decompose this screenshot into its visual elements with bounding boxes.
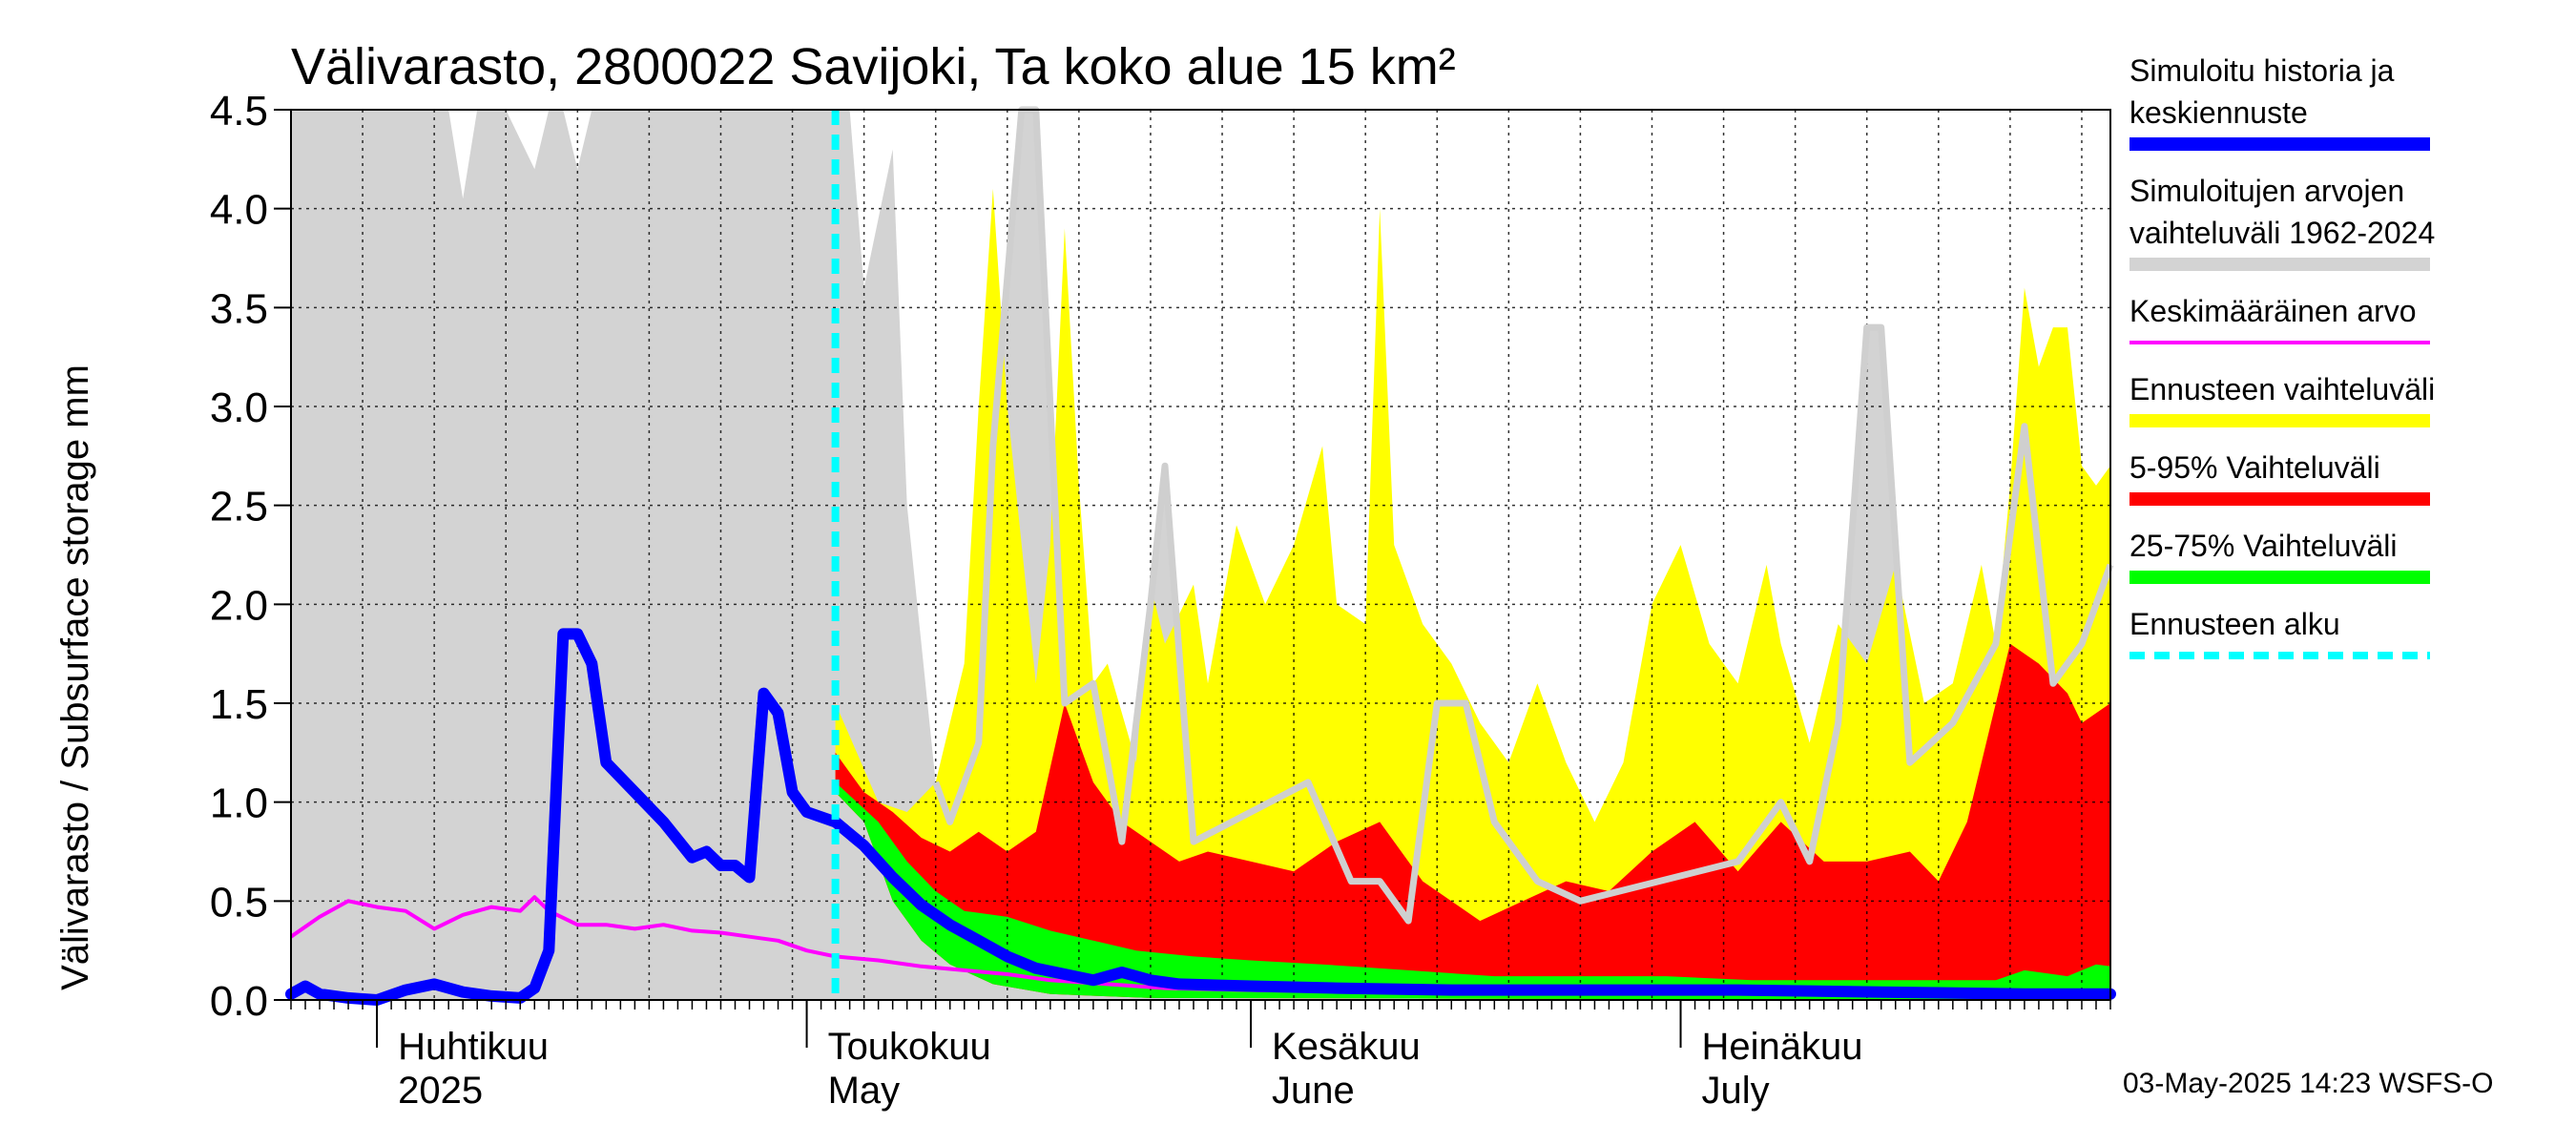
y-tick-label: 3.0 — [210, 385, 268, 431]
y-tick-label: 0.5 — [210, 879, 268, 926]
legend-label: Ennusteen alku — [2129, 607, 2340, 641]
historical-range-area — [291, 110, 2110, 1000]
y-tick-label: 4.0 — [210, 187, 268, 234]
x-month-label: Toukokuu — [828, 1026, 991, 1068]
chart-title: Välivarasto, 2800022 Savijoki, Ta koko a… — [291, 38, 1456, 95]
y-tick-label: 2.5 — [210, 484, 268, 531]
y-axis-ticks: 0.0 0.5 1.0 1.5 2.0 2.5 3.0 3.5 4.0 4.5 — [210, 88, 291, 1025]
legend-label: keskiennuste — [2129, 95, 2308, 130]
plot-frame — [290, 109, 2111, 1001]
x-month-label: Huhtikuu — [398, 1026, 549, 1068]
legend-label: Ennusteen vaihteluväli — [2129, 372, 2435, 406]
legend-label: Keskimääräinen arvo — [2129, 294, 2417, 328]
legend-label: Simuloitu historia ja — [2129, 53, 2395, 88]
y-tick-label: 2.0 — [210, 582, 268, 629]
forecast-range-area — [835, 188, 2110, 1000]
legend-label: 5-95% Vaihteluväli — [2129, 450, 2380, 485]
y-tick-label: 1.0 — [210, 781, 268, 827]
legend-label: 25-75% Vaihteluväli — [2129, 529, 2397, 563]
legend: Simuloitu historia ja keskiennuste Simuloi… — [2129, 53, 2435, 659]
legend-label: Simuloitujen arvojen — [2129, 174, 2404, 208]
x-month-sublabel: May — [828, 1070, 901, 1112]
y-tick-label: 4.5 — [210, 88, 268, 135]
historical-trace-line — [932, 106, 2114, 925]
legend-label: vaihteluväli 1962-2024 — [2129, 216, 2435, 250]
simulated-line — [285, 628, 2116, 1006]
x-month-sublabel: June — [1272, 1070, 1355, 1112]
x-month-sublabel: July — [1702, 1070, 1770, 1112]
y-axis-label: Välivarasto / Subsurface storage mm — [54, 364, 96, 990]
x-month-label: Heinäkuu — [1702, 1026, 1863, 1068]
percentile-5-95-area — [835, 643, 2110, 1000]
y-tick-label: 0.0 — [210, 978, 268, 1025]
y-tick-label: 3.5 — [210, 285, 268, 332]
timestamp: 03-May-2025 14:23 WSFS-O — [2123, 1068, 2494, 1099]
x-month-sublabel: 2025 — [398, 1070, 483, 1112]
y-tick-label: 1.5 — [210, 681, 268, 728]
x-month-label: Kesäkuu — [1272, 1026, 1421, 1068]
plot-area — [285, 106, 2116, 1006]
